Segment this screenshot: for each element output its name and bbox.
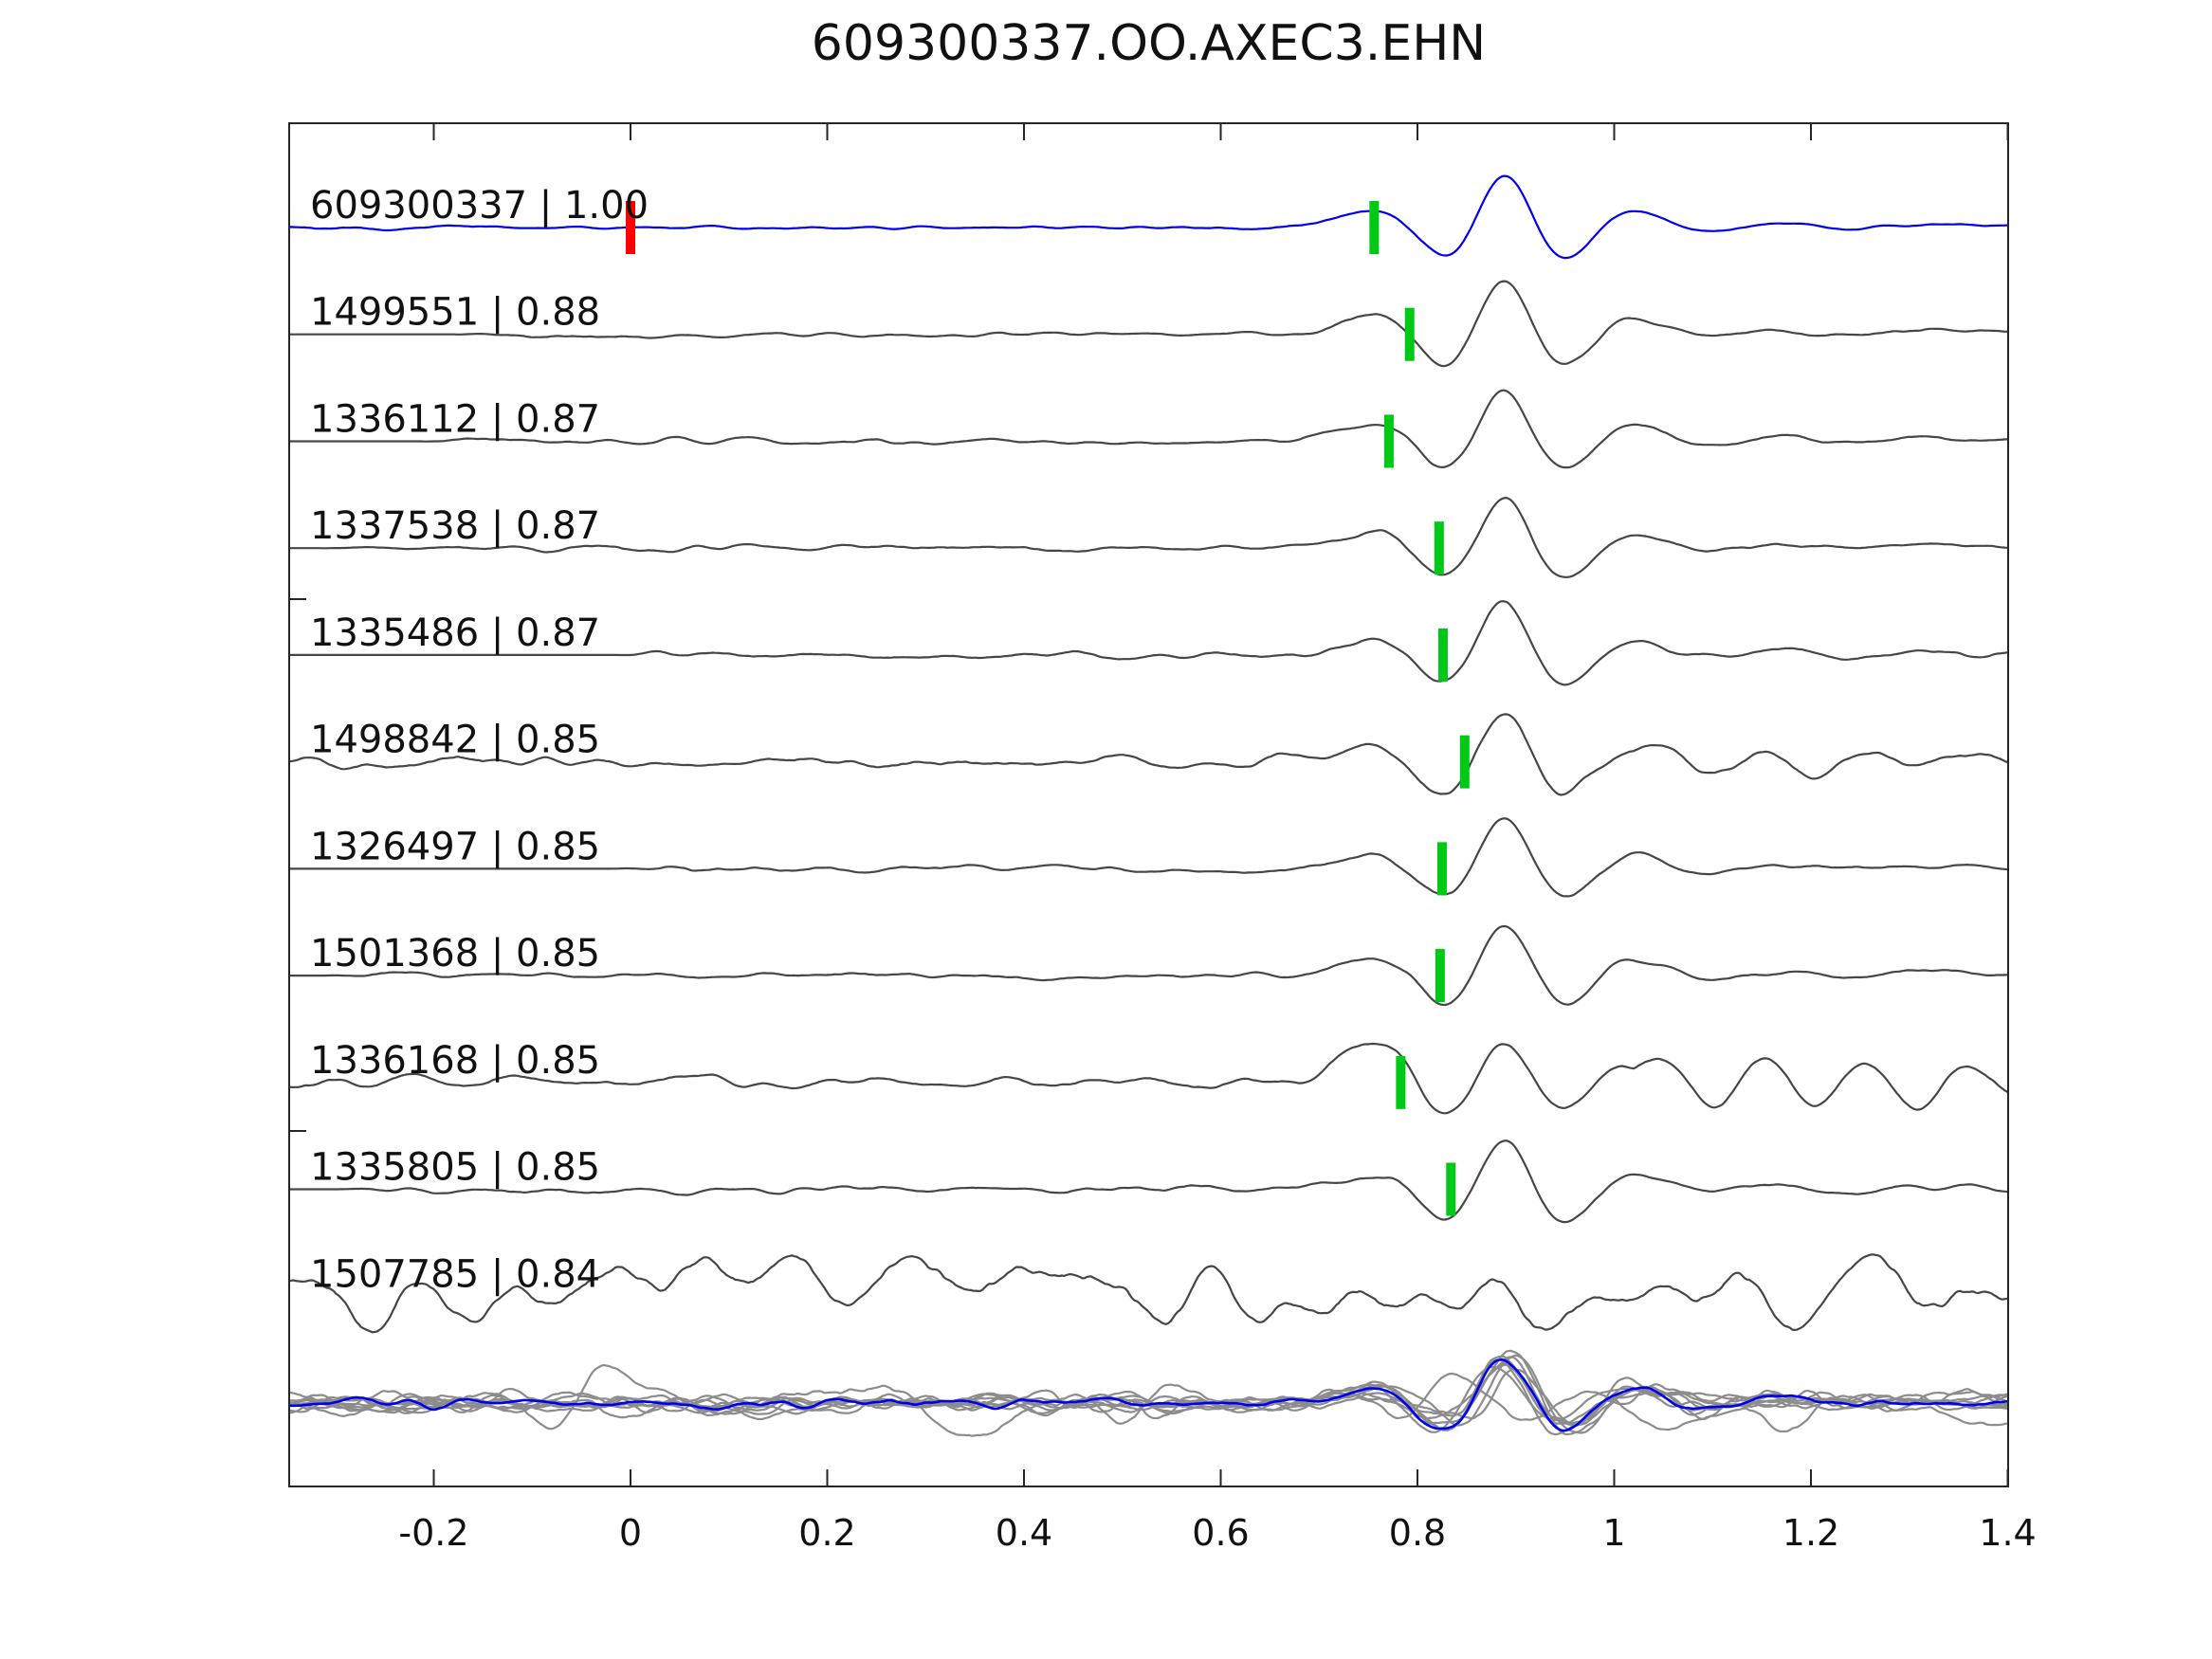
chart-title: 609300337.OO.AXEC3.EHN (811, 15, 1487, 72)
traces-group (289, 174, 2008, 1437)
match-trace-waveform (289, 924, 2008, 1007)
trace-label: 1326497 | 0.85 (310, 825, 600, 868)
pick-marker (1369, 201, 1380, 254)
x-tick-label: 0.4 (996, 1512, 1052, 1554)
pick-marker (1459, 735, 1470, 789)
overlay-stack-waveform (289, 1354, 2008, 1434)
overlay-stack-waveform (289, 1367, 2008, 1427)
x-tick-label: 1.2 (1782, 1512, 1839, 1554)
overlay-stack-waveform (289, 1356, 2008, 1430)
pick-marker (1434, 521, 1444, 575)
x-tick-label: 0.2 (798, 1512, 855, 1554)
overlay-stack-waveform (289, 1349, 2008, 1436)
pick-marker (1437, 628, 1448, 682)
pick-marker (1435, 949, 1445, 1003)
trace-label: 1335805 | 0.85 (310, 1146, 600, 1190)
trace-label: 1501368 | 0.85 (310, 932, 600, 975)
pick-marker (1436, 842, 1447, 896)
trace-label: 1336112 | 0.87 (310, 397, 600, 441)
trace-label: 1335486 | 0.87 (310, 611, 600, 655)
x-tick-label: 0.8 (1389, 1512, 1446, 1554)
trace-label: 1336168 | 0.85 (310, 1039, 600, 1083)
pick-marker (1396, 1055, 1406, 1109)
match-trace-waveform (289, 280, 2008, 368)
x-tick-label: -0.2 (398, 1512, 468, 1554)
trace-label: 1507785 | 0.84 (310, 1252, 600, 1296)
trace-label: 1498842 | 0.85 (310, 719, 600, 762)
overlay-mean-waveform (289, 1358, 2008, 1432)
match-trace-waveform (289, 389, 2008, 469)
overlay-stack-waveform (289, 1363, 2008, 1437)
reference-trace-waveform (289, 174, 2008, 260)
x-tick-label: 0.6 (1192, 1512, 1249, 1554)
match-trace-waveform (289, 817, 2008, 898)
pick-marker (1446, 1162, 1456, 1216)
trace-label: 1499551 | 0.88 (310, 291, 600, 335)
plot-border (288, 122, 2009, 1487)
match-trace-waveform (289, 496, 2008, 578)
match-trace-waveform (289, 600, 2008, 686)
match-trace-waveform (289, 713, 2008, 796)
pick-marker (1383, 414, 1394, 468)
x-tick-label: 1 (1602, 1512, 1625, 1554)
pick-marker (1404, 307, 1415, 361)
reference-time-marker (626, 201, 635, 254)
match-trace-waveform (289, 1253, 2008, 1334)
x-tick-label: 0 (619, 1512, 642, 1554)
trace-label: 1337538 | 0.87 (310, 504, 600, 548)
x-tick-label: 1.4 (1979, 1512, 2036, 1554)
match-trace-waveform (289, 1139, 2008, 1224)
match-trace-waveform (289, 1042, 2008, 1115)
trace-label: 609300337 | 1.00 (310, 184, 649, 228)
